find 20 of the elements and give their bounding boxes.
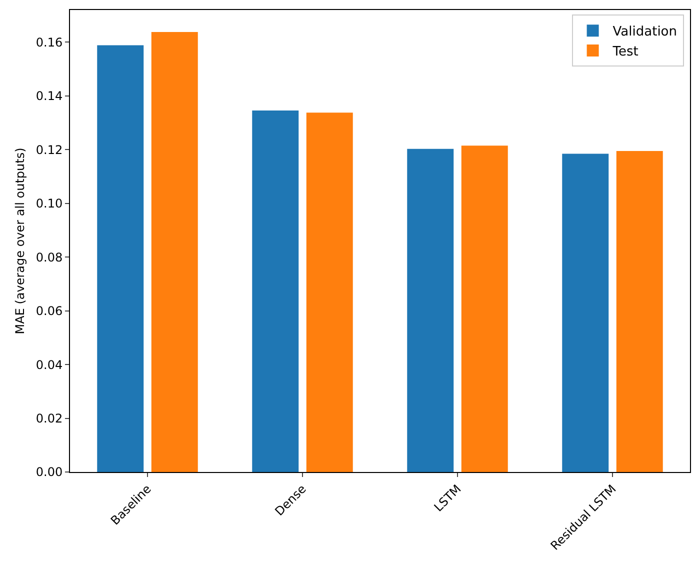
bar: [252, 110, 299, 472]
bar: [407, 148, 454, 472]
y-tick-label: 0.06: [36, 304, 63, 318]
y-tick-label: 0.16: [36, 35, 63, 50]
y-tick-label: 0.12: [36, 142, 63, 157]
y-tick-label: 0.00: [36, 465, 63, 480]
bar: [151, 32, 198, 472]
bar: [461, 146, 508, 472]
y-tick-label: 0.08: [36, 250, 63, 264]
y-tick-label: 0.04: [36, 358, 63, 372]
y-axis-title: MAE (average over all outputs): [13, 148, 28, 334]
bar: [97, 45, 144, 472]
legend-label: Test: [612, 44, 638, 60]
y-tick-label: 0.10: [36, 196, 63, 211]
bar: [562, 154, 609, 472]
legend-label: Validation: [612, 24, 678, 40]
y-tick-label: 0.02: [36, 411, 63, 426]
bar: [306, 112, 353, 472]
y-tick-label: 0.14: [36, 89, 63, 104]
bar: [616, 151, 663, 472]
